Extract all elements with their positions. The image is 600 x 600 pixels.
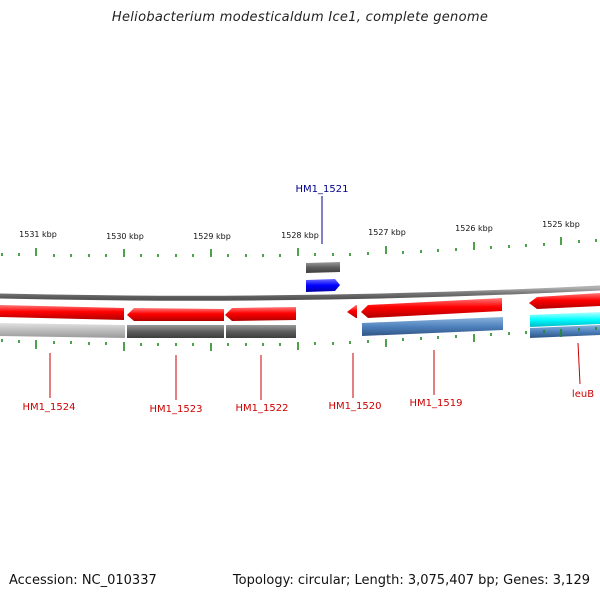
gene-label-hm1-1522[interactable]: HM1_1522 [236,403,289,414]
gene-arrow-hm1-1519 [361,298,502,318]
feature-bar-light [0,323,125,338]
gene-label-hm1-1521: HM1_1521 [296,184,349,195]
genome-stats-text: Topology: circular; Length: 3,075,407 bp… [232,573,590,588]
gene-label-hm1-1519[interactable]: HM1_1519 [410,398,463,409]
upper-tick-row [1,237,597,257]
genome-backbone [0,285,600,301]
gene-hm1-1521[interactable]: HM1_1521 [296,184,349,292]
feature-bar-gray-1 [127,325,224,338]
scale-label-1526: 1526 kbp [455,224,493,233]
gene-arrow-leub [529,293,600,309]
reverse-gene-arrows[interactable] [0,293,600,321]
scale-label-1525: 1525 kbp [542,220,580,229]
accession-text: Accession: NC_010337 [9,573,157,588]
gene-arrow-hm1-1520 [347,305,357,318]
scale-label-1528: 1528 kbp [281,231,319,240]
upper-scale-labels: 1531 kbp 1530 kbp 1529 kbp 1528 kbp 1527… [19,220,580,241]
feature-bar-cyan [530,312,600,327]
gene-arrow-hm1-1524 [0,305,124,320]
scale-label-1529: 1529 kbp [193,232,231,241]
gene-arrow-hm1-1522 [225,307,296,321]
reverse-feature-bars [0,312,600,338]
feature-bar-steel-2 [530,325,600,338]
gene-label-hm1-1520[interactable]: HM1_1520 [329,401,382,412]
reverse-gene-labels: HM1_1524 HM1_1523 HM1_1522 HM1_1520 HM1_… [23,342,594,415]
gene-label-hm1-1524[interactable]: HM1_1524 [23,402,76,413]
scale-label-1531: 1531 kbp [19,230,57,239]
gene-bar-gray [306,262,340,273]
lower-tick-row [1,327,597,351]
genome-title: Heliobacterium modesticaldum Ice1, compl… [111,10,489,25]
scale-label-1527: 1527 kbp [368,228,406,237]
gene-arrow-forward [306,279,340,292]
scale-label-1530: 1530 kbp [106,232,144,241]
feature-bar-steel-1 [362,317,503,336]
gene-arrow-hm1-1523 [127,308,224,321]
gene-label-leub[interactable]: leuB [572,389,594,400]
gene-label-hm1-1523[interactable]: HM1_1523 [150,404,203,415]
feature-bar-gray-2 [226,325,296,338]
